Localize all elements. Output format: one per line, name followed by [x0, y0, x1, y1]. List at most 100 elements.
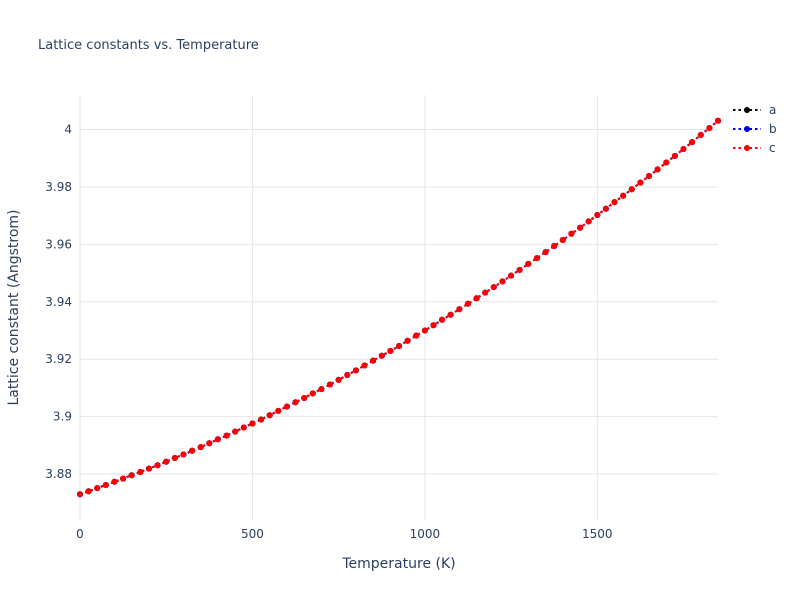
series-c-marker: [585, 218, 592, 225]
series-c-marker: [283, 403, 290, 410]
series-c-marker: [568, 230, 575, 237]
legend-label: c: [769, 141, 776, 155]
x-tick-label: 0: [76, 527, 84, 541]
legend-marker: [744, 145, 750, 151]
series-c-marker: [404, 337, 411, 344]
series-c-marker: [646, 173, 652, 179]
legend-item-a[interactable]: a: [733, 103, 776, 117]
series-c-marker: [663, 159, 670, 166]
series-c-marker: [232, 428, 239, 435]
series-c-marker: [102, 482, 109, 488]
series-c-marker: [611, 199, 618, 206]
series-c-marker: [344, 372, 351, 378]
series-c-marker: [628, 186, 635, 193]
series-c-marker: [594, 212, 601, 218]
series-c-marker: [292, 399, 299, 406]
series-c-marker: [620, 192, 627, 199]
series-c-marker: [706, 125, 713, 131]
series-c-marker: [258, 416, 265, 423]
y-tick-label: 3.96: [45, 237, 72, 251]
series-c-marker: [128, 472, 135, 479]
x-axis-title: Temperature (K): [341, 556, 455, 572]
series-c-marker: [430, 322, 437, 329]
legend-item-c[interactable]: c: [733, 141, 776, 155]
series-c-marker: [490, 284, 497, 291]
series-c-marker: [499, 278, 506, 285]
y-tick-label: 3.92: [45, 352, 72, 366]
legend-marker: [744, 107, 750, 113]
y-tick-label: 4: [64, 122, 72, 136]
series-c-marker: [249, 420, 256, 427]
series-c-marker: [223, 432, 230, 439]
series-c-marker: [542, 249, 549, 256]
series-c-marker: [146, 465, 152, 472]
series-c-marker: [327, 381, 333, 388]
series-c-marker: [637, 179, 644, 186]
series-c-marker: [602, 205, 609, 212]
series-c-marker: [671, 152, 678, 159]
series-c-marker: [482, 289, 489, 296]
series-c-marker: [680, 146, 687, 152]
series-c-marker: [577, 224, 584, 231]
series-c-marker: [421, 327, 428, 334]
y-tick-label: 3.88: [45, 467, 72, 481]
x-tick-label: 1000: [410, 527, 441, 541]
series-c-marker: [715, 117, 721, 124]
series-c-marker: [214, 436, 221, 443]
x-tick-label: 1500: [582, 527, 613, 541]
series-c-marker: [525, 260, 532, 267]
chart-title: Lattice constants vs. Temperature: [38, 38, 259, 53]
series-c-marker: [516, 266, 523, 273]
series-c-marker: [439, 316, 446, 323]
series-c-marker: [370, 357, 377, 364]
series-c-marker: [654, 166, 661, 173]
series-c-marker: [189, 447, 196, 454]
series-c-marker: [697, 131, 704, 138]
x-tick-label: 500: [241, 527, 264, 541]
series-c-marker: [473, 295, 480, 302]
series-c-marker: [689, 139, 696, 146]
series-c-marker: [266, 412, 273, 419]
y-tick-label: 3.94: [45, 295, 72, 309]
series-c-marker: [559, 237, 566, 243]
series-c-marker: [120, 475, 127, 482]
series-c-marker: [396, 343, 402, 349]
series-c-marker: [387, 347, 394, 354]
series-c-marker: [533, 255, 540, 262]
series-c-marker: [137, 469, 144, 475]
series-c-marker: [447, 311, 454, 318]
series-c-marker: [352, 367, 359, 374]
series-c-marker: [309, 390, 316, 397]
series-c-marker: [163, 458, 170, 465]
series-c-marker: [111, 478, 118, 485]
legend-marker: [744, 126, 750, 132]
series-c-marker: [77, 491, 83, 498]
legend-label: a: [769, 103, 776, 117]
series-c-marker: [171, 455, 178, 461]
plot-area[interactable]: [80, 95, 718, 520]
series-c-marker: [197, 444, 204, 451]
legend-label: b: [769, 122, 777, 136]
legend-item-b[interactable]: b: [733, 122, 777, 136]
series-c-marker: [318, 386, 325, 393]
series-c-marker: [335, 376, 342, 383]
series-c-marker: [301, 395, 308, 401]
series-c-marker: [465, 300, 471, 307]
y-axis-title: Lattice constant (Angstrom): [6, 209, 22, 405]
series-c-marker: [413, 332, 420, 339]
series-c-marker: [154, 462, 161, 469]
series-c-marker: [508, 272, 515, 279]
series-c-marker: [180, 451, 187, 458]
series-c-marker: [551, 243, 558, 249]
series-c-marker: [275, 407, 282, 414]
series-c-marker: [240, 424, 247, 431]
y-tick-label: 3.9: [53, 410, 72, 424]
series-c-marker: [85, 488, 92, 495]
series-c-marker: [456, 306, 463, 313]
series-c-marker: [94, 485, 101, 492]
series-c-marker: [206, 440, 213, 447]
y-tick-label: 3.98: [45, 180, 72, 194]
series-c-marker: [378, 352, 385, 359]
